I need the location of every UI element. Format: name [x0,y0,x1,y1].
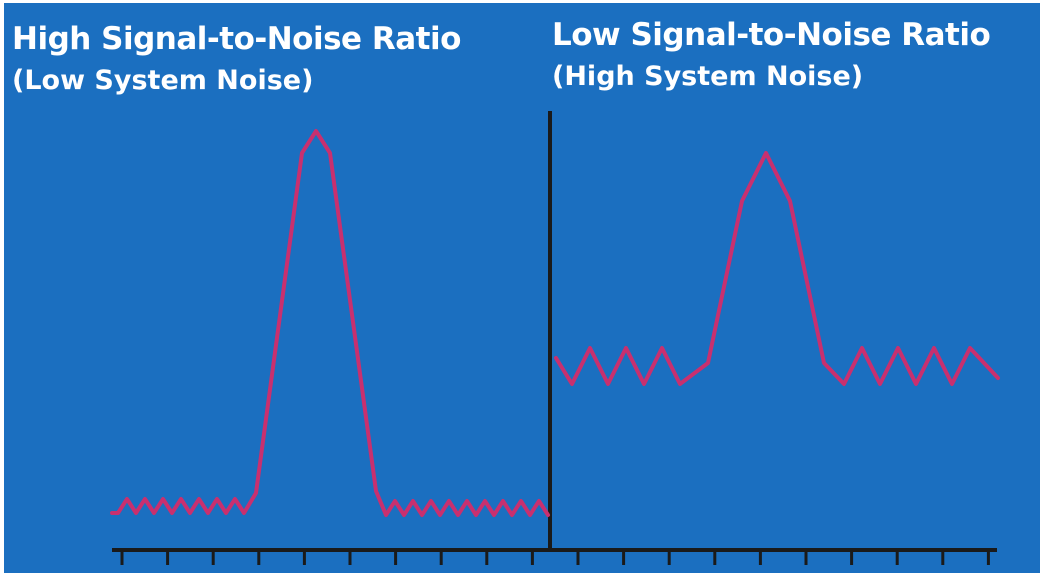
right-panel-subtitle: (High System Noise) [552,61,864,92]
low-snr-signal-trace [554,151,1000,386]
left-panel-title: High Signal-to-Noise Ratio [12,21,461,57]
left-panel-subtitle: (Low System Noise) [12,65,314,96]
axis-ticks [120,550,990,565]
right-panel-title: Low Signal-to-Noise Ratio [552,17,991,53]
diagram-panel: High Signal-to-Noise Ratio (Low System N… [4,3,1040,573]
high-snr-signal-trace [110,129,550,517]
signal-diagram [110,111,1000,565]
